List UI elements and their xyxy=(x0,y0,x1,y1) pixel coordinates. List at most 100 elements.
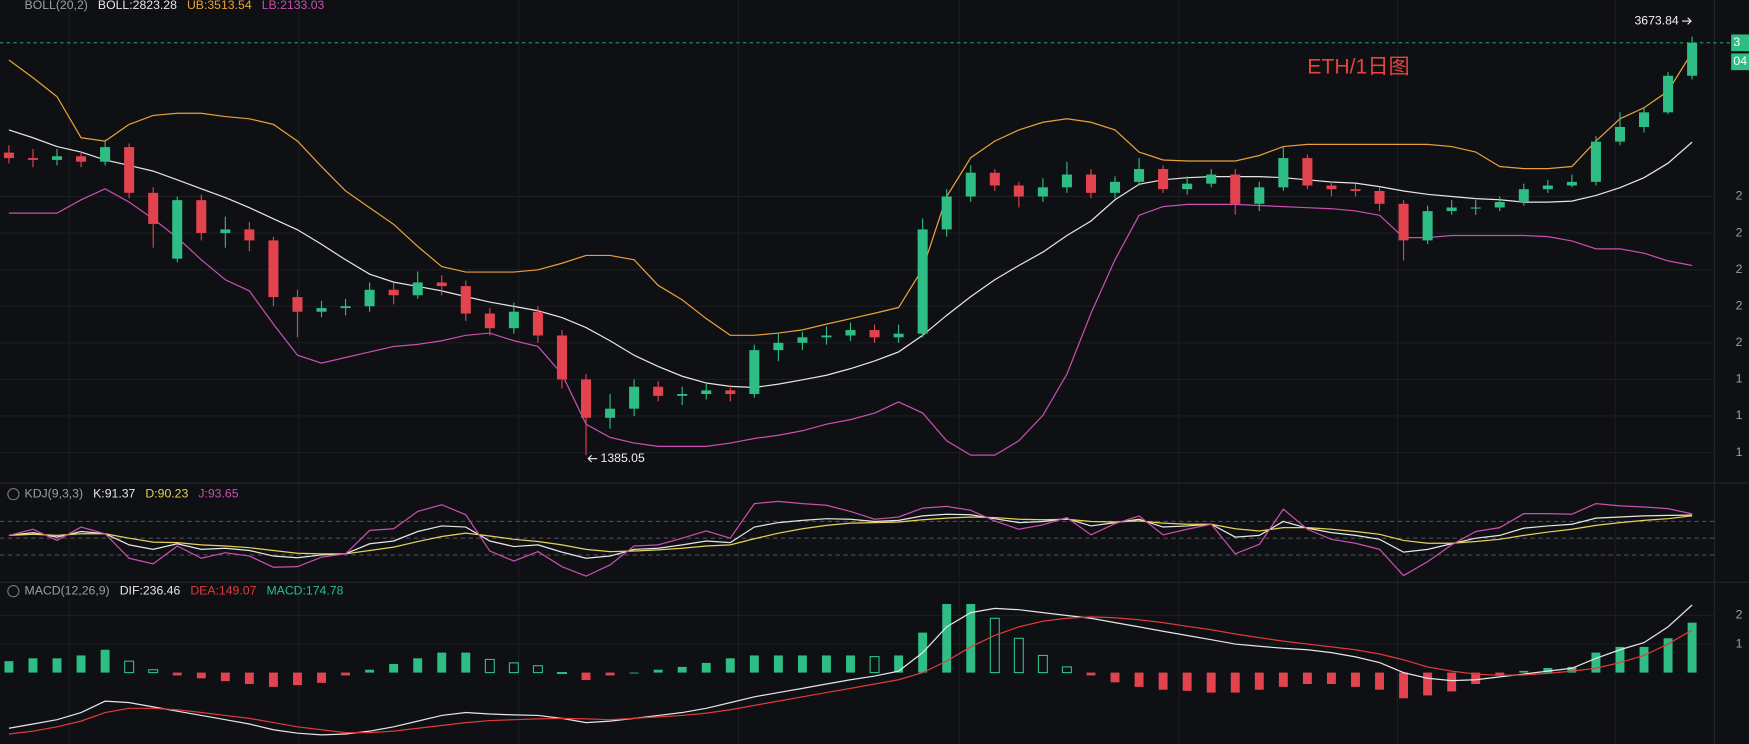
candle-body xyxy=(773,342,784,351)
macd-bar xyxy=(581,672,591,681)
candle-body xyxy=(124,147,135,193)
legend-item: MACD(12,26,9) xyxy=(25,583,110,597)
candle-body xyxy=(268,240,279,298)
macd-bar xyxy=(1206,672,1216,693)
indicator-line xyxy=(8,616,1693,735)
macd-bar xyxy=(4,661,14,673)
macd-bar xyxy=(605,672,615,676)
candle-body xyxy=(27,158,38,160)
macd-bar xyxy=(28,658,38,673)
candle-body xyxy=(677,394,688,396)
indicator-line xyxy=(8,51,1693,336)
macd-bar xyxy=(1663,638,1673,673)
macd-bar xyxy=(1326,672,1336,685)
candle-body xyxy=(244,229,255,241)
candle-body xyxy=(1061,174,1072,188)
y-tick-label: 2 xyxy=(1736,298,1743,312)
macd-bar xyxy=(701,662,711,673)
candle-body xyxy=(532,311,543,336)
low-arrow xyxy=(587,454,598,463)
legend-item: BOLL(20,2) xyxy=(25,0,88,12)
candle-body xyxy=(100,147,111,162)
macd-bar xyxy=(1615,646,1625,673)
macd-bar xyxy=(1158,672,1168,690)
macd-bar xyxy=(1037,654,1048,674)
macd-bar xyxy=(1471,672,1481,685)
candle-body xyxy=(629,386,640,409)
indicator-line xyxy=(8,188,1693,456)
candle-body xyxy=(76,156,87,162)
candle-body xyxy=(845,330,856,336)
indicator-line xyxy=(8,129,1693,389)
candle-body xyxy=(1614,126,1625,142)
macd-bar xyxy=(942,604,952,673)
candle-body xyxy=(1663,75,1674,113)
macd-bar xyxy=(1086,672,1096,676)
legend-item: BOLL:2823.28 xyxy=(98,0,177,12)
candle-body xyxy=(1182,183,1193,190)
y-tick-label: 2 xyxy=(1736,335,1743,349)
candle-body xyxy=(1470,207,1481,209)
macd-bar xyxy=(172,672,182,676)
v-grid xyxy=(68,0,1616,744)
macd-bar xyxy=(1543,668,1553,673)
macd-bar xyxy=(1278,672,1288,687)
macd-bar xyxy=(1399,672,1409,699)
candle-body xyxy=(1446,207,1457,212)
candle-body xyxy=(869,330,880,338)
macd-bar xyxy=(989,617,1000,674)
legend-item: J:93.65 xyxy=(198,486,238,500)
macd-bar xyxy=(1639,646,1649,673)
macd-bar xyxy=(1110,672,1120,683)
macd-bar xyxy=(797,655,807,673)
y-tick-label: 1 xyxy=(1736,372,1743,386)
candle-body xyxy=(436,282,447,287)
macd-bar xyxy=(293,672,302,686)
candle-body xyxy=(148,192,159,224)
macd-bar xyxy=(894,655,904,673)
candle-body xyxy=(893,333,904,338)
candle-body xyxy=(701,390,712,395)
candle-body xyxy=(605,408,616,418)
candle-body xyxy=(388,289,399,296)
macd-bar xyxy=(1302,672,1312,685)
candle-body xyxy=(1158,169,1169,190)
legend-item: MACD:174.78 xyxy=(266,583,343,597)
candle-body xyxy=(1590,141,1601,182)
candle-body xyxy=(1422,211,1433,241)
y-tick-label: 2 xyxy=(1736,189,1743,203)
macd-bar xyxy=(1061,666,1072,674)
candle-body xyxy=(1326,185,1337,190)
macd-bar xyxy=(508,662,519,674)
candle-body xyxy=(1206,174,1217,184)
candle-body xyxy=(1037,187,1048,197)
macd-bar xyxy=(773,655,783,673)
macd-bar xyxy=(317,672,326,683)
candle-body xyxy=(1566,181,1577,186)
candle-body xyxy=(412,282,423,296)
macd-bar xyxy=(532,665,543,674)
candle-body xyxy=(292,297,303,312)
candle-body xyxy=(508,311,519,329)
macd-bar xyxy=(1134,672,1144,687)
high-arrow xyxy=(1682,17,1692,25)
candle-body xyxy=(364,289,375,307)
legend-item: DEA:149.07 xyxy=(190,583,256,597)
macd-bar xyxy=(196,672,206,679)
price-tag xyxy=(1731,34,1749,52)
candle-body xyxy=(1230,174,1241,204)
y-tick-label: 1 xyxy=(1736,408,1743,422)
high-label: 3673.84 xyxy=(1634,13,1678,27)
legend-item: DIF:236.46 xyxy=(120,583,181,597)
candle-body xyxy=(1085,174,1096,193)
indicator-icons xyxy=(7,488,20,598)
macd-bar xyxy=(1519,670,1529,673)
macd-bar xyxy=(413,658,423,673)
macd-bar xyxy=(869,656,880,674)
macd-bar xyxy=(822,655,831,673)
indicator-line xyxy=(8,515,1693,555)
macd-bar xyxy=(124,660,135,674)
candle-body xyxy=(821,335,832,338)
